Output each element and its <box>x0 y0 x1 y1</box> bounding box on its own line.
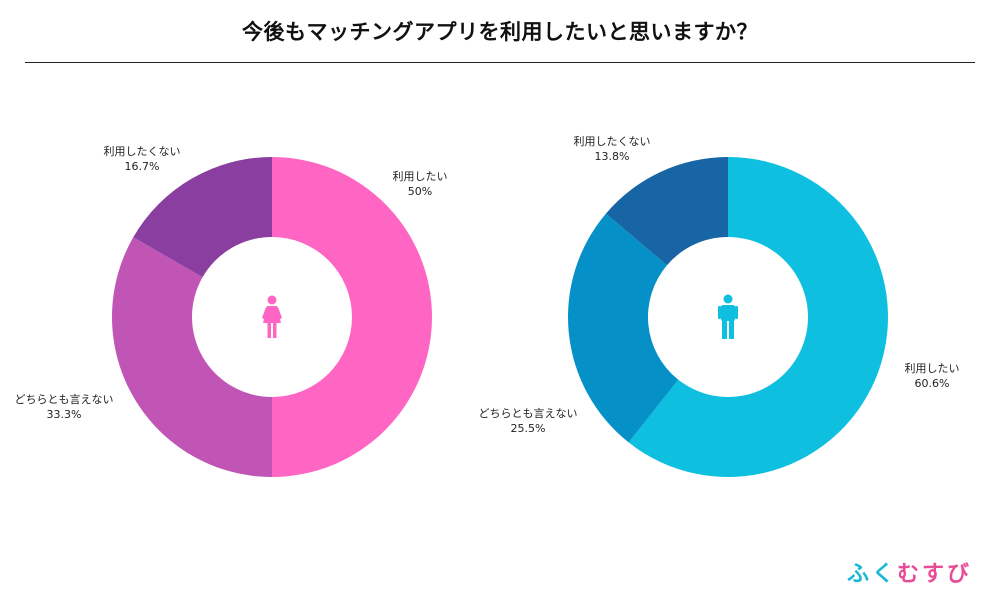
slice-label: 利用したくない <box>574 135 651 148</box>
male-icon <box>718 294 738 339</box>
donut-chart-male: 利用したい 60.6% どちらとも言えない 25.5% 利用したくない 13.8% <box>479 135 960 478</box>
slice-label: どちらとも言えない <box>15 393 114 406</box>
slice-label: 利用したい <box>393 170 448 183</box>
donut-slice <box>568 213 679 443</box>
brand-logo: ふくむすび <box>847 556 972 588</box>
slice-value-label: 25.5% <box>511 422 546 435</box>
slice-value-label: 13.8% <box>595 150 630 163</box>
slice-value-label: 16.7% <box>125 160 160 173</box>
slice-value-label: 33.3% <box>47 408 82 421</box>
donut-chart-female: 利用したい 50% どちらとも言えない 33.3% 利用したくない 16.7% <box>15 145 448 477</box>
logo-part-1: ふく <box>846 562 897 587</box>
title-divider <box>25 62 975 63</box>
logo-part-2: むすび <box>896 562 972 587</box>
page-title: 今後もマッチングアプリを利用したいと思いますか？ <box>242 20 758 44</box>
donut-slice <box>111 237 272 477</box>
donut-slice <box>605 157 728 266</box>
female-icon <box>262 295 282 338</box>
donut-slice <box>628 156 889 478</box>
slice-label: 利用したい <box>905 362 960 375</box>
slice-value-label: 50% <box>408 185 432 198</box>
slice-label: 利用したくない <box>104 145 181 158</box>
slice-value-label: 60.6% <box>915 377 950 390</box>
donut-slice <box>272 157 432 477</box>
donut-slice <box>133 157 272 278</box>
slice-label: どちらとも言えない <box>479 407 578 420</box>
